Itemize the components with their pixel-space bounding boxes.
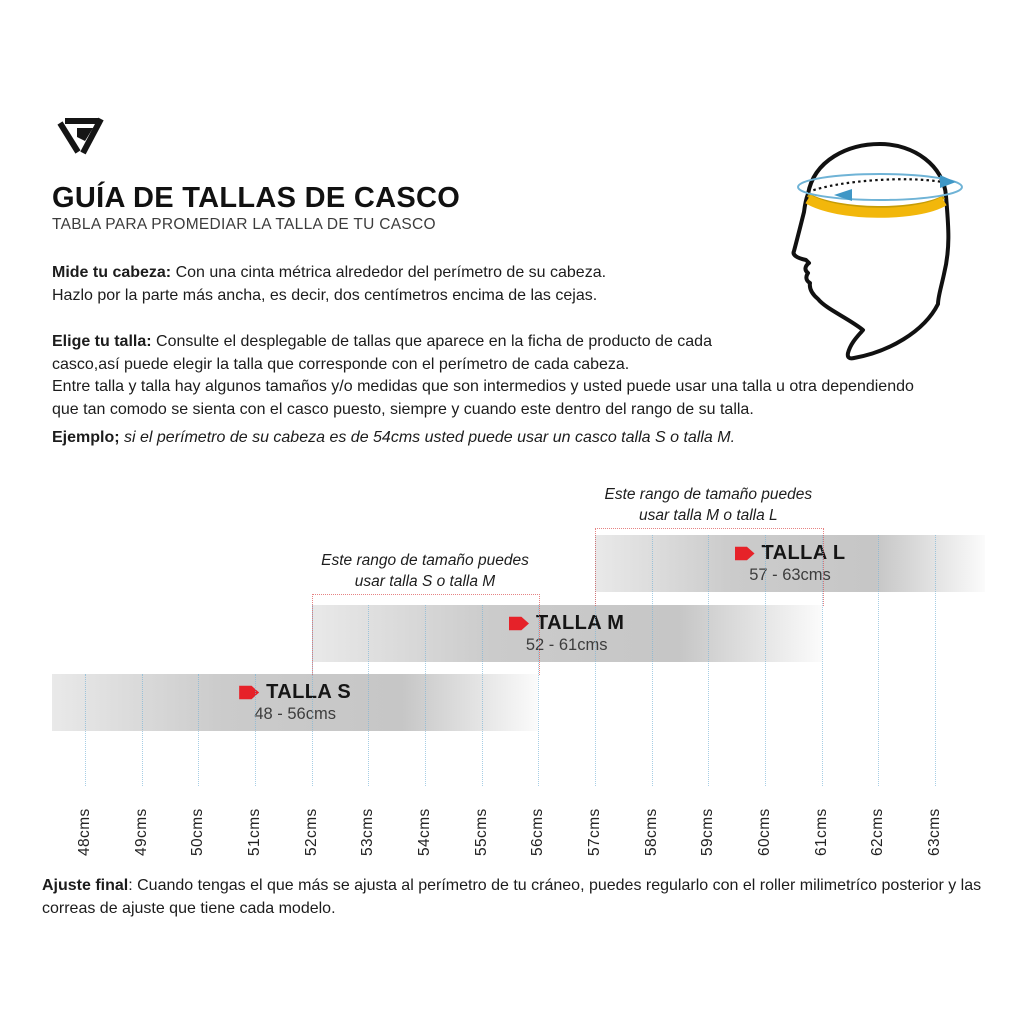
size-bar-label-row: TALLA M (508, 612, 625, 635)
gridline-62cms (878, 535, 880, 786)
axis-tick-label-62cms: 62cms (869, 808, 887, 856)
page-title: GUÍA DE TALLAS DE CASCO (52, 182, 461, 214)
gridline-48cms (85, 674, 86, 786)
axis-tick-label-59cms: 59cms (699, 808, 717, 856)
gridline-53cms (368, 605, 370, 786)
gridline-57cms (595, 535, 596, 786)
overlap-note: Este rango de tamaño puedes usar talla S… (321, 552, 529, 590)
gridline-54cms (425, 605, 426, 786)
size-name: TALLA M (535, 612, 625, 634)
axis-tick-label-57cms: 57cms (586, 808, 603, 856)
gridline-51cms (255, 674, 256, 786)
example-line: Ejemplo; si el perímetro de su cabeza es… (52, 429, 1002, 447)
final-adjust-note: Ajuste final: Cuando tengas el que más s… (42, 874, 1002, 920)
gridline-59cms (708, 535, 710, 786)
size-tag-icon (239, 685, 260, 700)
choose-lead: Elige tu talla: (52, 333, 152, 350)
size-bar-label-row: TALLA L (734, 542, 846, 565)
size-tag-icon (734, 546, 755, 561)
size-bar-talla-m: TALLA M 52 - 61cms (311, 605, 822, 662)
size-range: 52 - 61cms (525, 636, 608, 654)
head-measurement-illustration (791, 142, 963, 361)
size-tag-icon (508, 616, 529, 631)
axis-tick-label-58cms: 58cms (642, 808, 660, 856)
measure-paragraph: Mide tu cabeza: Con una cinta métrica al… (52, 262, 1002, 307)
axis-tick-label-55cms: 55cms (472, 808, 490, 856)
example-lead: Ejemplo; (52, 429, 120, 446)
gridline-63cms (935, 535, 936, 786)
axis-tick-label-49cms: 49cms (132, 808, 150, 856)
size-name: TALLA S (266, 681, 352, 703)
gridline-55cms (481, 605, 483, 786)
axis-tick-label-48cms: 48cms (76, 808, 93, 856)
axis-tick-label-53cms: 53cms (359, 808, 377, 856)
choose-text: Consulte el desplegable de tallas que ap… (52, 333, 914, 418)
size-bar-talla-l: TALLA L 57 - 63cms (595, 535, 985, 592)
gridline-58cms (651, 535, 653, 786)
final-adjust-text: : Cuando tengas el que más se ajusta al … (42, 877, 982, 917)
size-range: 48 - 56cms (254, 705, 336, 723)
choose-paragraph: Elige tu talla: Consulte el desplegable … (52, 331, 1002, 421)
gridline-61cms (821, 535, 823, 786)
axis-tick-label-60cms: 60cms (756, 808, 773, 856)
final-adjust-lead: Ajuste final (42, 877, 129, 894)
size-bar-label-row: TALLA S (239, 681, 351, 704)
measure-lead: Mide tu cabeza: (52, 264, 172, 281)
gridline-52cms (311, 605, 313, 786)
brand-logo-icon (57, 117, 104, 155)
axis-tick-label-63cms: 63cms (926, 808, 943, 856)
overlap-range-box (595, 528, 824, 606)
axis-tick-label-50cms: 50cms (189, 808, 207, 856)
gridline-50cms (198, 674, 200, 786)
measure-text: Con una cinta métrica alrededor del perí… (52, 264, 607, 304)
gridline-56cms (538, 605, 540, 786)
page-subtitle: TABLA PARA PROMEDIAR LA TALLA DE TU CASC… (52, 216, 436, 233)
overlap-note: Este rango de tamaño puedes usar talla M… (604, 486, 813, 524)
overlap-range-box (311, 594, 541, 675)
gridline-49cms (141, 674, 143, 786)
example-text: si el perímetro de su cabeza es de 54cms… (119, 429, 736, 446)
axis-tick-label-54cms: 54cms (416, 808, 433, 856)
axis-tick-label-52cms: 52cms (302, 808, 320, 856)
size-name: TALLA L (761, 542, 846, 564)
axis-tick-label-61cms: 61cms (812, 808, 830, 856)
size-bar-talla-s: TALLA S 48 - 56cms (52, 674, 539, 731)
axis-tick-label-56cms: 56cms (529, 808, 547, 856)
gridline-60cms (765, 535, 766, 786)
axis-tick-label-51cms: 51cms (246, 808, 263, 856)
size-range: 57 - 63cms (749, 566, 831, 584)
